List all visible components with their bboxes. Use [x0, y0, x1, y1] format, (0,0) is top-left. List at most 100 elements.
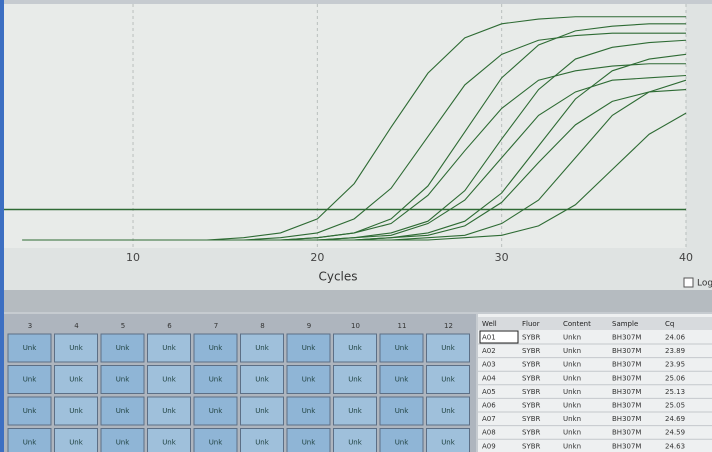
plate-well-label: Unk: [162, 376, 177, 384]
plate-well-label: Unk: [302, 344, 317, 352]
plate-well-label: Unk: [255, 344, 270, 352]
table-cell: A03: [482, 361, 496, 369]
table-cell: SYBR: [522, 361, 541, 369]
plate-well-label: Unk: [69, 407, 84, 415]
x-tick-label: 30: [495, 251, 509, 264]
x-axis-label: Cycles: [318, 270, 357, 284]
table-cell: Unkn: [563, 361, 581, 369]
table-cell: A04: [482, 374, 496, 382]
table-header-cell: Well: [482, 320, 497, 328]
plate-well-label: Unk: [23, 344, 38, 352]
table-cell: Unkn: [563, 442, 581, 450]
table-cell: SYBR: [522, 334, 541, 342]
table-cell: Unkn: [563, 388, 581, 396]
table-cell: BH307M: [612, 415, 641, 423]
x-tick-label: 20: [310, 251, 324, 264]
table-cell: Unkn: [563, 429, 581, 437]
plate-well-label: Unk: [23, 407, 38, 415]
log-label: Log: [697, 279, 712, 289]
plate-well-label: Unk: [209, 407, 224, 415]
toolbar: [4, 290, 712, 312]
table-cell: SYBR: [522, 415, 541, 423]
table-cell: 23.95: [665, 361, 685, 369]
plate-column-label: 3: [28, 322, 32, 330]
table-cell: BH307M: [612, 374, 641, 382]
plate-well-label: Unk: [69, 344, 84, 352]
table-cell: SYBR: [522, 374, 541, 382]
x-tick-label: 40: [679, 251, 693, 264]
table-cell: 24.69: [665, 415, 685, 423]
plot-area: [4, 4, 686, 248]
table-cell: BH307M: [612, 347, 641, 355]
table-cell: A08: [482, 429, 496, 437]
table-cell: A07: [482, 415, 496, 423]
plate-well-label: Unk: [23, 376, 38, 384]
table-header: [478, 317, 712, 330]
plate-well-label: Unk: [69, 376, 84, 384]
screen: Log Cycles 10 20 30 40 3 Unk Unk Unk Unk 4 Unk Unk…: [0, 0, 712, 452]
table-cell: SYBR: [522, 402, 541, 410]
plate-well-label: Unk: [209, 376, 224, 384]
table-cell: A01: [482, 334, 496, 342]
plate-column-label: 7: [214, 322, 218, 330]
plate-well-label: Unk: [209, 344, 224, 352]
table-cell: A05: [482, 388, 496, 396]
plate-well-label: Unk: [302, 439, 317, 447]
window-border: [0, 0, 4, 452]
plot-margin: [686, 4, 712, 290]
plate-well-label: Unk: [116, 376, 131, 384]
plate-well-label: Unk: [441, 344, 456, 352]
table-cell: Unkn: [563, 334, 581, 342]
table-cell: BH307M: [612, 429, 641, 437]
plate-well-label: Unk: [395, 407, 410, 415]
table-cell: Unkn: [563, 402, 581, 410]
table-cell: 24.06: [665, 334, 686, 342]
plate-column-label: 12: [444, 322, 453, 330]
plate-column-label: 9: [307, 322, 311, 330]
table-cell: A09: [482, 442, 496, 450]
plate-well-label: Unk: [395, 376, 410, 384]
plate-well-label: Unk: [255, 439, 270, 447]
plate-well-label: Unk: [255, 407, 270, 415]
table-cell: Unkn: [563, 347, 581, 355]
plate-well-label: Unk: [348, 407, 363, 415]
table-header-cell: Sample: [612, 320, 638, 328]
plate-well-label: Unk: [162, 407, 177, 415]
plate-column-label: 11: [398, 322, 407, 330]
log-checkbox[interactable]: [684, 278, 693, 287]
table-cell: 25.06: [665, 374, 686, 382]
plate-well-label: Unk: [395, 344, 410, 352]
table-cell: A02: [482, 347, 496, 355]
plate-well-label: Unk: [69, 439, 84, 447]
table-header-cell: Fluor: [522, 320, 540, 328]
x-tick-label: 10: [126, 251, 140, 264]
table-header-cell: Cq: [665, 320, 674, 328]
table-cell: BH307M: [612, 442, 641, 450]
plate-well-label: Unk: [162, 344, 177, 352]
plate-column-label: 10: [351, 322, 360, 330]
plate-column-label: 8: [260, 322, 264, 330]
table-cell: Unkn: [563, 374, 581, 382]
plate-column-label: 5: [121, 322, 125, 330]
plate-well-label: Unk: [395, 439, 410, 447]
plate-well-label: Unk: [209, 439, 224, 447]
plate-well-label: Unk: [441, 439, 456, 447]
table-cell: A06: [482, 402, 496, 410]
plate-column-label: 4: [74, 322, 79, 330]
table-cell: BH307M: [612, 402, 641, 410]
plate-well-label: Unk: [348, 376, 363, 384]
plate-well-label: Unk: [348, 439, 363, 447]
plate-well-label: Unk: [116, 439, 131, 447]
table-cell: SYBR: [522, 429, 541, 437]
table-cell: SYBR: [522, 442, 541, 450]
plate-well-label: Unk: [116, 407, 131, 415]
table-cell: BH307M: [612, 334, 641, 342]
plate-well-label: Unk: [441, 407, 456, 415]
table-cell: BH307M: [612, 361, 641, 369]
plate-well-label: Unk: [348, 344, 363, 352]
plate-column-label: 6: [167, 322, 172, 330]
table-cell: SYBR: [522, 388, 541, 396]
plate-well-label: Unk: [23, 439, 38, 447]
plate-well-label: Unk: [302, 407, 317, 415]
table-cell: BH307M: [612, 388, 641, 396]
